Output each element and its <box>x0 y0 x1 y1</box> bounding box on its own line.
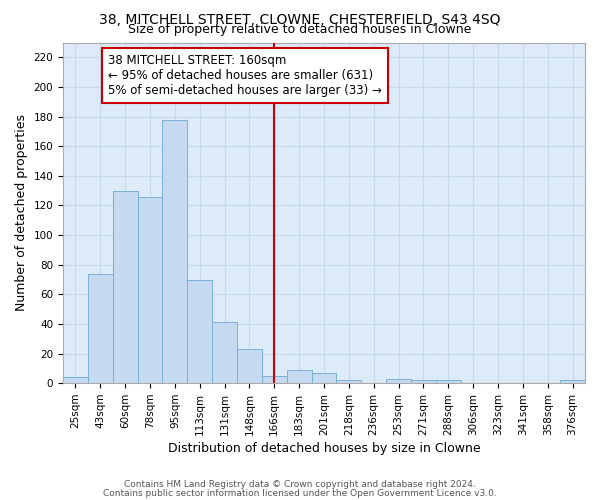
Y-axis label: Number of detached properties: Number of detached properties <box>15 114 28 312</box>
Text: 38 MITCHELL STREET: 160sqm
← 95% of detached houses are smaller (631)
5% of semi: 38 MITCHELL STREET: 160sqm ← 95% of deta… <box>108 54 382 98</box>
Text: 38, MITCHELL STREET, CLOWNE, CHESTERFIELD, S43 4SQ: 38, MITCHELL STREET, CLOWNE, CHESTERFIEL… <box>99 12 501 26</box>
Bar <box>63 378 88 383</box>
Bar <box>436 380 461 383</box>
Bar <box>237 349 262 383</box>
Bar <box>560 380 585 383</box>
Bar <box>212 322 237 383</box>
X-axis label: Distribution of detached houses by size in Clowne: Distribution of detached houses by size … <box>168 442 481 455</box>
Bar <box>163 120 187 383</box>
Bar <box>411 380 436 383</box>
Text: Contains HM Land Registry data © Crown copyright and database right 2024.: Contains HM Land Registry data © Crown c… <box>124 480 476 489</box>
Bar <box>262 376 287 383</box>
Bar <box>311 373 337 383</box>
Bar <box>386 379 411 383</box>
Text: Contains public sector information licensed under the Open Government Licence v3: Contains public sector information licen… <box>103 488 497 498</box>
Bar <box>337 380 361 383</box>
Text: Size of property relative to detached houses in Clowne: Size of property relative to detached ho… <box>128 22 472 36</box>
Bar <box>88 274 113 383</box>
Bar <box>113 190 137 383</box>
Bar <box>287 370 311 383</box>
Bar <box>187 280 212 383</box>
Bar <box>137 196 163 383</box>
